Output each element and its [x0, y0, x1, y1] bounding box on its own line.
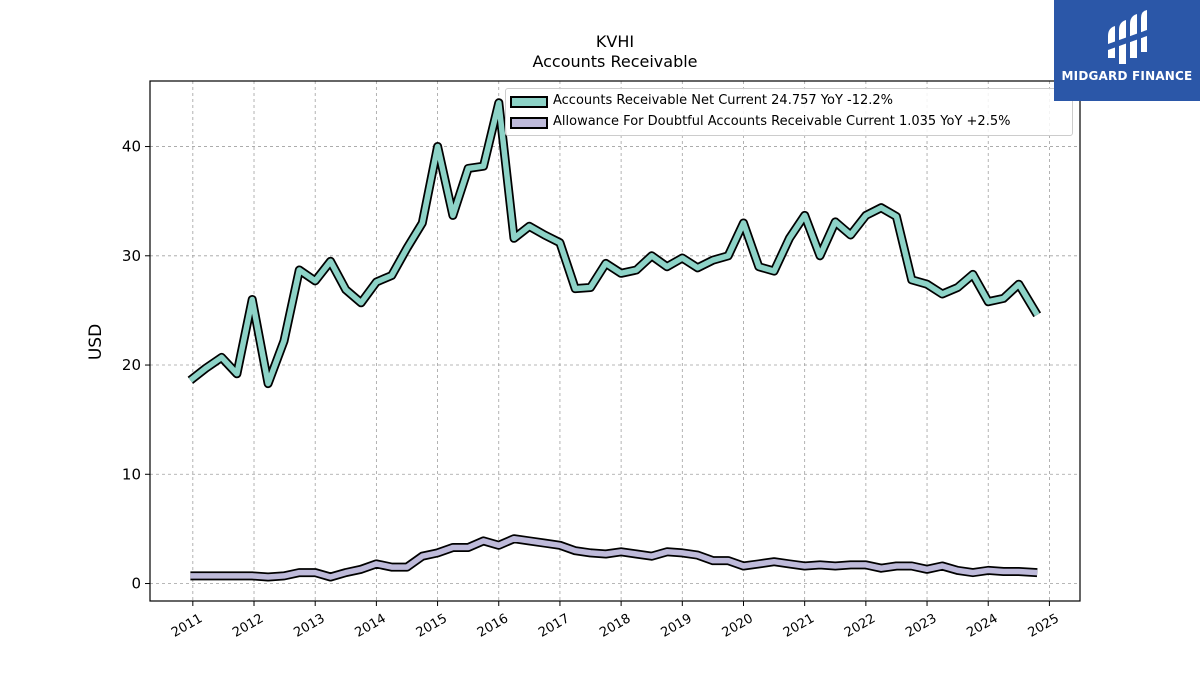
- legend-swatch-net-current: [510, 96, 548, 108]
- x-tick-label: 2012: [230, 611, 266, 641]
- series-layer: [187, 98, 1042, 582]
- series-line-net-current: [187, 98, 1042, 389]
- plot-frame: [149, 80, 1081, 602]
- y-tick-label: 40: [122, 138, 141, 156]
- grid-lines: [150, 81, 1080, 601]
- x-tick-label: 2022: [842, 611, 878, 641]
- x-tick-label: 2019: [658, 611, 694, 641]
- chart-subtitle: Accounts Receivable: [532, 52, 698, 71]
- x-tick-label: 2018: [597, 611, 633, 641]
- x-tick-label: 2015: [414, 611, 450, 641]
- legend: Accounts Receivable Net Current 24.757 Y…: [505, 88, 1073, 136]
- series-outline: [187, 98, 1042, 389]
- x-tick-label: 2020: [720, 611, 756, 641]
- y-tick-label: 10: [122, 465, 141, 483]
- x-tick-label: 2014: [353, 611, 389, 641]
- legend-item-allowance: Allowance For Doubtful Accounts Receivab…: [506, 113, 1072, 133]
- series-line-allowance: [190, 534, 1038, 582]
- x-tick-label: 2013: [291, 611, 327, 641]
- logo-text: MIDGARD FINANCE: [1061, 69, 1193, 83]
- y-axis-label: USD: [86, 324, 106, 360]
- midgard-logo-icon: [1108, 10, 1147, 64]
- series-stroke: [188, 100, 1040, 387]
- x-tick-label: 2017: [536, 611, 572, 641]
- series-stroke: [190, 535, 1038, 580]
- x-tick-label: 2025: [1026, 611, 1062, 641]
- y-tick-label: 0: [131, 575, 141, 593]
- legend-label: Allowance For Doubtful Accounts Receivab…: [553, 114, 1011, 129]
- x-tick-label: 2021: [781, 611, 817, 641]
- x-tick-label: 2023: [903, 611, 939, 641]
- y-tick-label: 20: [122, 356, 141, 374]
- legend-label: Accounts Receivable Net Current 24.757 Y…: [553, 93, 894, 108]
- y-tick-label: 30: [122, 247, 141, 265]
- midgard-finance-logo: MIDGARD FINANCE: [1054, 0, 1200, 101]
- legend-item-net-current: Accounts Receivable Net Current 24.757 Y…: [506, 92, 1072, 112]
- y-axis: 0 10 20 30 40: [122, 138, 150, 593]
- x-tick-label: 2024: [964, 611, 1000, 641]
- x-tick-label: 2016: [475, 611, 511, 641]
- x-tick-label: 2011: [169, 611, 205, 641]
- legend-swatch-allowance: [510, 117, 548, 129]
- x-axis: 2011 2012 2013 2014 2015 2016 2017 2018 2019 2020…: [169, 601, 1062, 641]
- chart-title: KVHI: [595, 32, 635, 51]
